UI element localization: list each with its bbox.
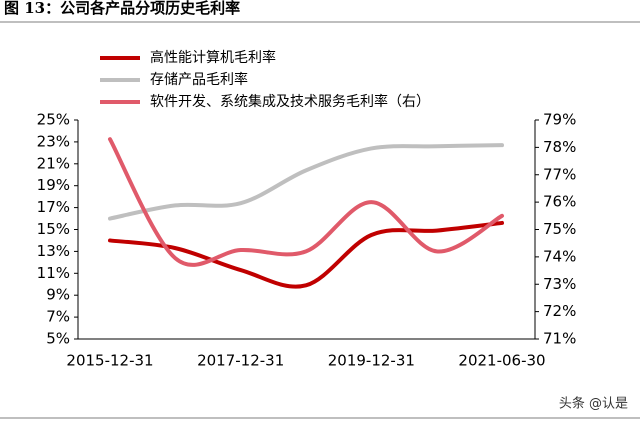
y-tick-label: 21%: [37, 154, 70, 172]
y-tick-label: 15%: [37, 220, 70, 238]
x-tick-label: 2021-06-30: [458, 352, 545, 370]
series-line: [108, 137, 504, 267]
y2-tick-label: 73%: [543, 275, 576, 293]
x-tick-label: 2017-12-31: [197, 352, 284, 370]
y-tick-label: 25%: [37, 111, 70, 129]
y2-tick-label: 75%: [543, 220, 576, 238]
legend-label: 软件开发、系统集成及技术服务毛利率（右）: [150, 93, 430, 110]
watermark: 头条 @认是: [559, 396, 628, 412]
x-tick-label: 2015-12-31: [66, 352, 153, 370]
y2-tick-label: 79%: [543, 111, 576, 129]
legend-label: 高性能计算机毛利率: [150, 49, 276, 66]
x-tick-label: 2019-12-31: [328, 352, 415, 370]
y-tick-label: 13%: [37, 242, 70, 260]
y-tick-label: 7%: [46, 308, 70, 326]
series-line: [108, 143, 504, 221]
y-tick-label: 19%: [37, 176, 70, 194]
y-tick-label: 23%: [37, 132, 70, 150]
y2-tick-label: 78%: [543, 138, 576, 156]
y2-tick-label: 76%: [543, 193, 576, 211]
y-tick-label: 11%: [37, 264, 70, 282]
y2-tick-label: 72%: [543, 302, 576, 320]
chart-title: 图 13：公司各产品分项历史毛利率: [4, 0, 240, 17]
legend-label: 存储产品毛利率: [150, 71, 248, 88]
y2-tick-label: 71%: [543, 330, 576, 348]
y2-tick-label: 77%: [543, 165, 576, 183]
y-tick-label: 9%: [46, 286, 70, 304]
y-tick-label: 17%: [37, 198, 70, 216]
series-line: [108, 220, 504, 289]
y2-tick-label: 74%: [543, 247, 576, 265]
y-tick-label: 5%: [46, 330, 70, 348]
